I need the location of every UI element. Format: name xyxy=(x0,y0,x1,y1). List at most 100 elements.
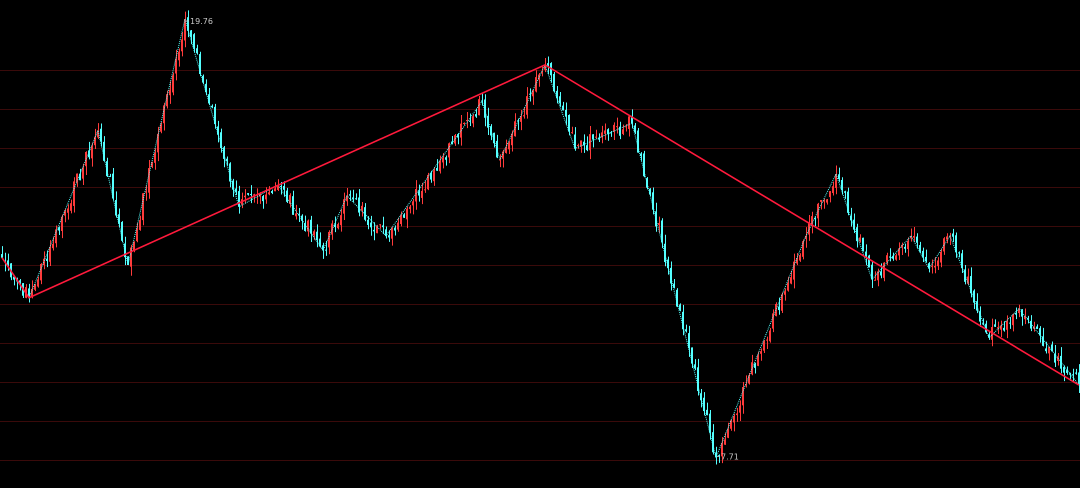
candle-body xyxy=(820,199,822,202)
low-label: 7.71 xyxy=(721,452,739,461)
candle-body xyxy=(70,203,72,211)
candle-body xyxy=(280,185,282,187)
candle-body xyxy=(202,75,204,83)
candle-body xyxy=(898,248,900,256)
candle-body xyxy=(613,124,615,132)
candle-body xyxy=(631,115,633,124)
candle-body xyxy=(706,409,708,416)
candle-body xyxy=(412,201,414,206)
candle-body xyxy=(640,153,642,156)
candle-body xyxy=(796,258,798,264)
candle-body xyxy=(970,276,972,294)
candle-body xyxy=(559,96,561,104)
candle-body xyxy=(1012,314,1014,326)
candle-body xyxy=(976,301,978,311)
candle-body xyxy=(427,174,429,190)
candle-body xyxy=(619,126,621,136)
candle-body xyxy=(1048,347,1050,354)
candle-body xyxy=(787,282,789,291)
candle-body xyxy=(382,225,384,228)
candle-body xyxy=(607,129,609,134)
candle-body xyxy=(133,241,135,251)
candle-body xyxy=(952,233,954,237)
candle-body xyxy=(442,157,444,163)
candle-body xyxy=(103,141,105,161)
candle-body xyxy=(172,75,174,93)
candle-body xyxy=(82,167,84,179)
candle-body xyxy=(1030,320,1032,329)
candle-body xyxy=(253,194,255,196)
candle-body xyxy=(841,179,843,191)
candle-body xyxy=(187,17,189,31)
candle-body xyxy=(181,39,183,52)
candle-body xyxy=(913,235,915,238)
candle-body xyxy=(289,194,291,204)
candle-body xyxy=(205,83,207,93)
candle-body xyxy=(160,124,162,132)
candle-body xyxy=(286,190,288,202)
candle-body xyxy=(79,173,81,181)
candle-body xyxy=(277,184,279,190)
candle-body xyxy=(334,224,336,227)
candle-body xyxy=(745,384,747,386)
candle-body xyxy=(343,199,345,214)
candle-body xyxy=(967,276,969,284)
candle-body xyxy=(517,120,519,122)
candle-body xyxy=(355,198,357,200)
candle-body xyxy=(865,251,867,258)
candle-body xyxy=(931,265,933,267)
candle-body xyxy=(466,119,468,121)
candle-body xyxy=(490,126,492,136)
candle-body xyxy=(733,415,735,423)
candle-body xyxy=(151,161,153,167)
candle-body xyxy=(367,219,369,225)
candle-body xyxy=(499,159,501,161)
candle-body xyxy=(94,136,96,146)
candle-body xyxy=(643,153,645,177)
candle-body xyxy=(37,279,39,287)
candle-body xyxy=(484,99,486,118)
candle-body xyxy=(760,351,762,354)
candle-body xyxy=(385,229,387,236)
candle-body xyxy=(34,284,36,290)
candle-body xyxy=(556,90,558,99)
trend-line xyxy=(1,63,1080,386)
candle-body xyxy=(709,413,711,433)
candle-body xyxy=(418,191,420,196)
candle-body xyxy=(946,236,948,240)
candle-body xyxy=(220,132,222,149)
candle-body xyxy=(847,191,849,213)
candle-body xyxy=(994,324,996,327)
candle-body xyxy=(919,245,921,252)
candle-body xyxy=(724,439,726,445)
candle-body xyxy=(940,251,942,263)
candle-body xyxy=(814,217,816,220)
candle-body xyxy=(145,191,147,193)
candle-body xyxy=(430,172,432,180)
candle-body xyxy=(154,152,156,163)
candle-body xyxy=(772,313,774,329)
candle-body xyxy=(985,323,987,333)
candle-body xyxy=(460,123,462,138)
candle-body xyxy=(763,341,765,351)
candle-body xyxy=(454,135,456,144)
candle-body xyxy=(292,196,294,215)
candle-body xyxy=(625,126,627,128)
candle-body xyxy=(112,173,114,199)
candle-body xyxy=(391,227,393,239)
candle-body xyxy=(91,146,93,159)
candle-body xyxy=(193,34,195,48)
candle-body xyxy=(196,48,198,54)
candle-body xyxy=(346,195,348,202)
candle-body xyxy=(835,174,837,188)
candle-body xyxy=(487,115,489,128)
candle-body xyxy=(415,189,417,202)
candle-body xyxy=(844,191,846,193)
candle-body xyxy=(502,151,504,159)
candle-body xyxy=(766,339,768,341)
candle-body xyxy=(88,150,90,158)
candle-body xyxy=(379,224,381,226)
candle-body xyxy=(592,134,594,140)
candle-body xyxy=(754,363,756,368)
candle-body xyxy=(688,333,690,349)
